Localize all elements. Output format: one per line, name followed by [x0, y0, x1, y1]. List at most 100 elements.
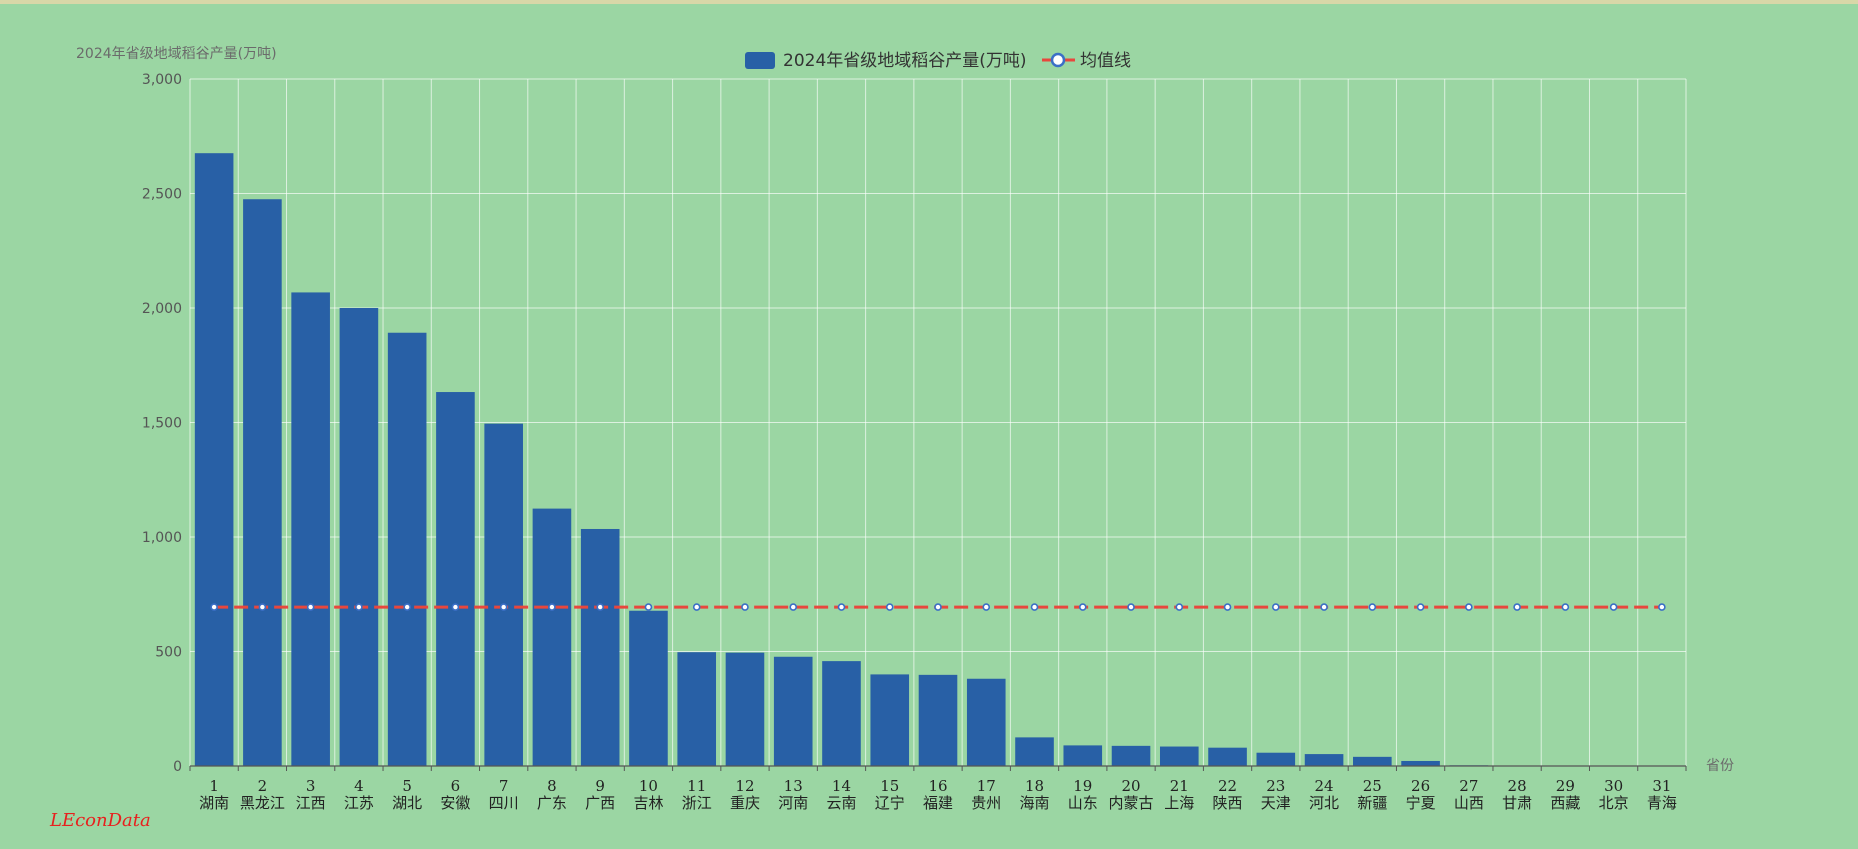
bars [194, 153, 1682, 767]
x-tick-rank: 8 [547, 777, 557, 795]
y-tick-label: 500 [155, 645, 182, 661]
x-tick-rank: 1 [209, 777, 219, 795]
bar [1256, 752, 1296, 766]
bar [1063, 745, 1103, 766]
x-tick-province: 山东 [1068, 794, 1098, 812]
bar [822, 661, 861, 766]
mean-point [451, 603, 460, 611]
x-tick-rank: 14 [832, 777, 851, 795]
grid [189, 78, 1687, 767]
mean-point [1609, 603, 1618, 611]
bar [1353, 756, 1392, 766]
x-tick-rank: 12 [735, 777, 754, 795]
x-tick-rank: 18 [1025, 777, 1044, 795]
bar [966, 678, 1006, 766]
mean-line [210, 603, 1666, 611]
watermark: LEconData [49, 810, 151, 831]
x-tick-rank: 19 [1073, 777, 1092, 795]
bar [1304, 754, 1344, 766]
mean-point [982, 603, 991, 611]
bar [1401, 760, 1440, 766]
x-tick-province: 重庆 [730, 794, 760, 812]
x-tick-province: 安徽 [440, 794, 470, 812]
x-tick-rank: 17 [977, 777, 996, 795]
y-tick-label: 3,000 [142, 72, 182, 88]
x-tick-province: 贵州 [971, 794, 1001, 812]
x-tick-province: 广东 [537, 794, 567, 812]
bar [918, 674, 958, 766]
mean-point [1320, 603, 1328, 611]
bar [387, 332, 427, 766]
bar [677, 652, 717, 766]
x-tick-province: 辽宁 [875, 794, 905, 812]
x-tick-rank: 29 [1556, 777, 1575, 795]
mean-point [355, 603, 363, 611]
x-tick-rank: 28 [1508, 777, 1527, 795]
x-tick-province: 新疆 [1357, 794, 1387, 812]
x-tick-province: 甘肃 [1502, 794, 1532, 812]
bar [1159, 746, 1199, 766]
mean-point [1465, 603, 1473, 611]
x-tick-rank: 6 [451, 777, 461, 795]
x-tick-rank: 3 [306, 777, 316, 795]
legend-bar-swatch [745, 52, 775, 69]
mean-point [1272, 603, 1280, 611]
x-tick-rank: 4 [354, 777, 364, 795]
x-tick-province: 广西 [585, 794, 615, 812]
mean-point [596, 603, 604, 611]
mean-point [837, 603, 846, 611]
x-tick-rank: 5 [402, 777, 412, 795]
legend-line-marker [1050, 52, 1066, 68]
mean-point [885, 603, 894, 611]
bar [725, 652, 765, 766]
legend: 2024年省级地域稻谷产量(万吨) 均值线 [745, 51, 1131, 71]
y-ticks: 0 500 1,000 1,500 2,000 2,500 3,000 [142, 72, 182, 775]
y-tick-label: 1,000 [142, 530, 182, 546]
bar [532, 508, 572, 766]
x-tick-province: 四川 [489, 794, 519, 812]
x-tick-rank: 23 [1266, 777, 1285, 795]
x-tick-province: 北京 [1599, 794, 1629, 812]
bar [1015, 737, 1054, 766]
x-tick-rank: 16 [928, 777, 947, 795]
x-tick-rank: 26 [1411, 777, 1430, 795]
x-tick-province: 河南 [778, 794, 808, 812]
mean-point [258, 603, 267, 611]
mean-point [499, 603, 508, 611]
mean-point [1175, 603, 1184, 611]
x-tick-province: 福建 [923, 794, 953, 812]
x-tick-province: 宁夏 [1406, 794, 1436, 812]
x-tick-province: 湖北 [392, 794, 422, 812]
x-tick-province: 云南 [826, 794, 856, 812]
y-tick-label: 2,500 [142, 187, 182, 203]
x-tick-rank: 20 [1121, 777, 1140, 795]
x-tick-province: 河北 [1309, 794, 1339, 812]
mean-point [741, 603, 749, 611]
x-tick-province: 上海 [1164, 794, 1194, 812]
top-strip [0, 0, 1858, 4]
x-axis-title: 省份 [1706, 758, 1734, 774]
bar [629, 610, 668, 766]
mean-point [1658, 603, 1666, 611]
y-tick-label: 2,000 [142, 301, 182, 317]
x-tick-province: 青海 [1647, 794, 1677, 812]
mean-point [210, 603, 218, 611]
mean-point [1127, 603, 1135, 611]
x-tick-rank: 24 [1315, 777, 1334, 795]
mean-point [1368, 603, 1377, 611]
bar [339, 308, 379, 766]
mean-point [692, 603, 701, 611]
x-tick-province: 海南 [1020, 794, 1050, 812]
mean-point [1561, 603, 1570, 611]
mean-point [1416, 603, 1425, 611]
bar [194, 153, 234, 767]
x-tick-rank: 27 [1459, 777, 1478, 795]
x-tick-rank: 11 [687, 777, 706, 795]
x-tick-rank: 2 [258, 777, 268, 795]
x-tick-province: 山西 [1454, 794, 1484, 812]
y-tick-label: 0 [173, 759, 182, 775]
legend-line-label: 均值线 [1080, 51, 1131, 71]
mean-point [644, 603, 653, 611]
axes [189, 765, 1687, 771]
